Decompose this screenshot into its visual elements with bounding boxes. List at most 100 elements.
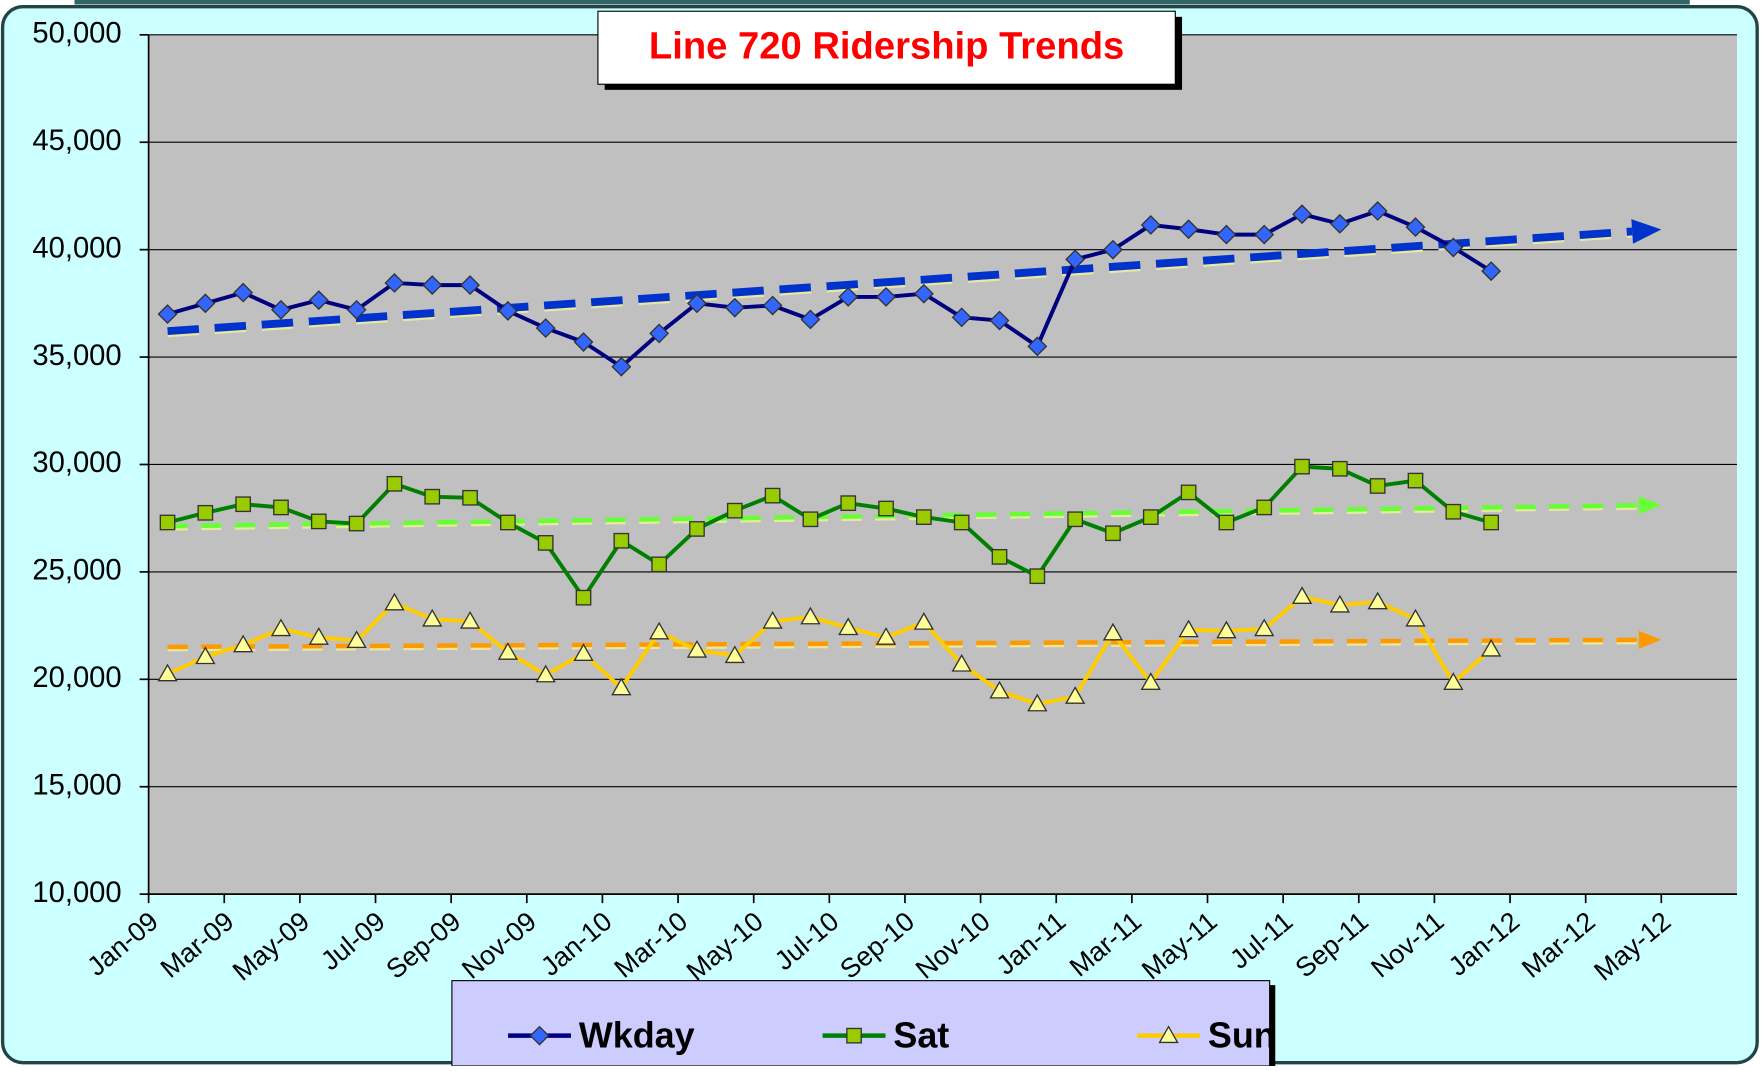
point [308, 627, 329, 645]
point [878, 500, 894, 517]
point [573, 643, 594, 661]
point [687, 293, 707, 314]
point [876, 286, 896, 307]
point [1105, 525, 1121, 542]
trend-arrow [1638, 496, 1662, 515]
legend-marker [1158, 1025, 1179, 1044]
legend-label: Sun [1208, 1014, 1276, 1055]
legend-marker [529, 1025, 550, 1046]
y-tick-label: 45,000 [32, 125, 121, 157]
point [1140, 215, 1161, 235]
legend-marker [846, 1027, 862, 1044]
series-group [157, 586, 1502, 712]
point [346, 630, 367, 649]
point [233, 634, 254, 653]
legend-label: Wkday [579, 1014, 695, 1055]
point [800, 606, 821, 625]
point [386, 475, 403, 492]
point [802, 511, 819, 528]
point [1102, 622, 1124, 641]
point [460, 275, 481, 296]
point [235, 496, 252, 513]
point [613, 532, 630, 549]
point [1065, 249, 1086, 270]
point [875, 627, 897, 645]
trend-line [167, 227, 1633, 336]
point [1369, 478, 1386, 494]
point [195, 293, 216, 314]
point [1103, 239, 1123, 260]
point [233, 282, 254, 303]
point [384, 592, 405, 611]
point [1064, 686, 1086, 704]
y-tick-label: 20,000 [32, 662, 121, 694]
point [1178, 219, 1199, 240]
point [1329, 213, 1350, 234]
point [1294, 458, 1310, 475]
point [497, 300, 518, 321]
point [1140, 672, 1161, 690]
point [991, 548, 1008, 565]
point [1029, 568, 1046, 585]
point [1254, 224, 1275, 245]
y-tick-label: 35,000 [32, 340, 121, 372]
point [159, 514, 176, 531]
y-tick-label: 10,000 [32, 877, 121, 909]
point [1256, 499, 1273, 516]
point [1405, 608, 1426, 627]
point [951, 653, 972, 672]
point [1067, 511, 1084, 528]
point [953, 514, 970, 531]
point [422, 608, 443, 627]
point [1405, 217, 1426, 238]
trend-arrow [1638, 630, 1662, 649]
point [649, 621, 670, 640]
point [346, 299, 367, 320]
point [1216, 224, 1237, 245]
point [1445, 503, 1462, 520]
point [1407, 472, 1424, 489]
point [989, 310, 1010, 331]
trends [167, 219, 1662, 652]
point [1329, 594, 1351, 613]
point [197, 504, 214, 521]
point [157, 304, 178, 325]
point [838, 617, 859, 636]
y-tick-label: 25,000 [32, 555, 121, 587]
point [686, 639, 708, 658]
point [310, 513, 327, 530]
point [384, 273, 405, 293]
point [651, 556, 668, 573]
point [459, 610, 481, 629]
point [422, 275, 443, 296]
point [724, 297, 745, 318]
series-group [159, 458, 1499, 606]
point [1254, 618, 1275, 637]
point [271, 299, 291, 320]
point [500, 514, 516, 531]
point [838, 286, 859, 307]
trend-arrow [1631, 219, 1662, 244]
point [575, 589, 592, 606]
point [726, 502, 743, 519]
point [424, 488, 441, 505]
point [916, 509, 932, 525]
series [157, 201, 1502, 712]
point [989, 680, 1010, 699]
point [1443, 672, 1464, 690]
point [1292, 204, 1312, 225]
point [764, 487, 781, 504]
point [1480, 638, 1502, 657]
series-group [157, 201, 1502, 377]
point [1216, 620, 1237, 639]
point [497, 642, 519, 660]
point [762, 295, 783, 316]
y-tick-label: 50,000 [32, 18, 121, 50]
point [649, 323, 670, 344]
point [1180, 484, 1197, 501]
y-tick-label: 30,000 [32, 447, 121, 479]
point [913, 283, 934, 304]
point [1218, 514, 1235, 531]
